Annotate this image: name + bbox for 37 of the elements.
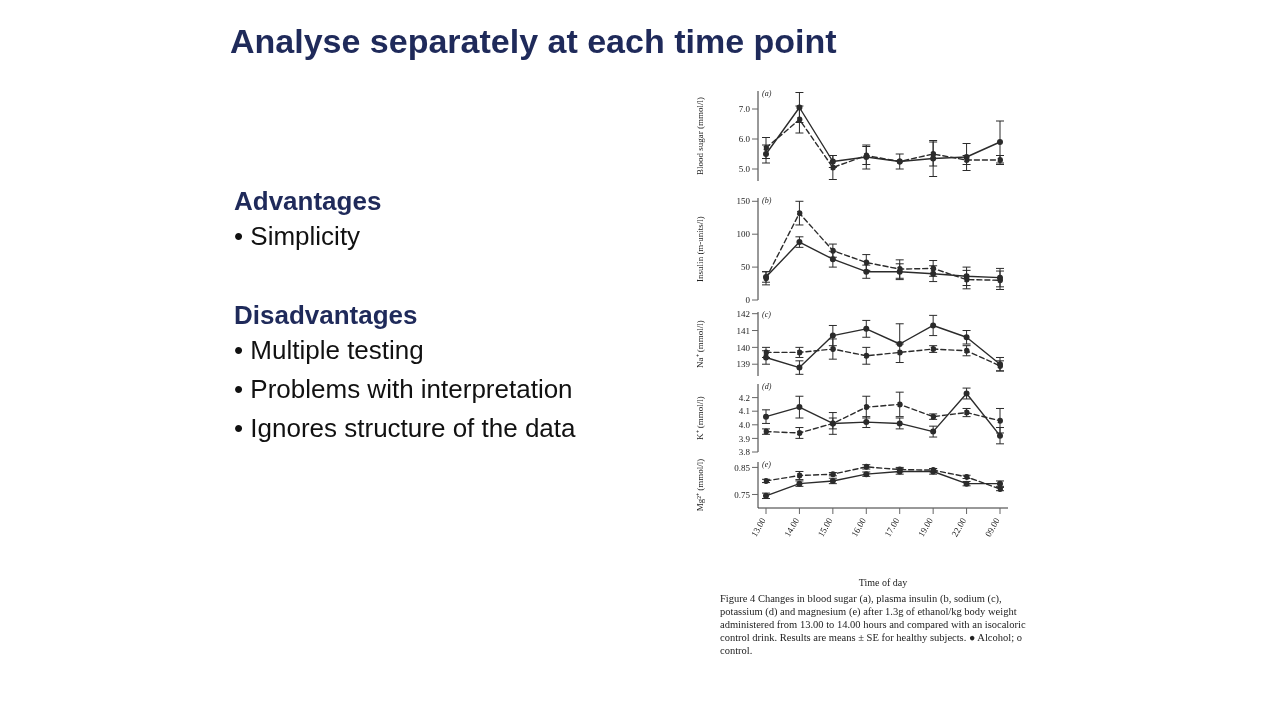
y-tick-label: 100	[736, 229, 751, 240]
caption: Figure 4 Changes in blood sugar (a), plasma insulin (b, sodium (c), potassium (d) and magnesium (e) after 1.3g of ethanol/kg body weight administered from 13.00 to 14.00 hours and compared with an isocaloric control drink. Results are means ± SE for healthy subjects. ● Alcohol; o control.	[720, 592, 1027, 657]
y-axis-title: Insulin (m-units/l)	[695, 216, 706, 282]
y-tick-label: 140	[736, 342, 751, 353]
text: • Problems with interpretation	[234, 373, 574, 406]
y-tick-label: 0.85	[734, 462, 751, 473]
y-tick-label: 4.1	[738, 406, 750, 417]
y-axis-title: K⁺ (mmol/l)	[695, 396, 706, 440]
y-tick-label: 0	[745, 295, 751, 306]
y-tick-label: 150	[736, 196, 751, 207]
annotation: (c)	[762, 310, 771, 319]
y-tick-label: 142	[736, 308, 750, 319]
y-axis-title: Mg²⁺ (mmol/l)	[695, 458, 706, 512]
y-tick-label: 7.0	[738, 104, 751, 115]
y-tick-label: 0.75	[734, 489, 751, 500]
y-tick-label: 141	[736, 325, 750, 336]
y-tick-label: 50	[741, 262, 751, 273]
y-tick-label: 4.2	[738, 392, 750, 403]
y-tick-label: 3.9	[738, 433, 751, 444]
annotation: (a)	[762, 89, 772, 98]
text: Analyse separately at each time point	[230, 22, 838, 61]
y-tick-label: 3.8	[738, 447, 751, 458]
text: Advantages	[234, 186, 383, 217]
y-axis-title: Na⁺ (mmol/l)	[695, 320, 706, 368]
text: • Ignores structure of the data	[234, 412, 577, 445]
y-tick-label: 6.0	[738, 134, 751, 145]
y-tick-label: 139	[736, 359, 751, 370]
annotation: (e)	[762, 460, 771, 469]
x-axis-title: Time of day	[858, 577, 908, 588]
text: • Multiple testing	[234, 334, 425, 367]
annotation: (b)	[762, 196, 772, 205]
y-tick-label: 4.0	[738, 419, 751, 430]
y-axis-title: Blood sugar (mmol/l)	[695, 97, 706, 175]
text: • Simplicity	[234, 220, 362, 253]
text: Disadvantages	[234, 300, 419, 331]
y-tick-label: 5.0	[738, 164, 751, 175]
annotation: (d)	[762, 382, 772, 391]
